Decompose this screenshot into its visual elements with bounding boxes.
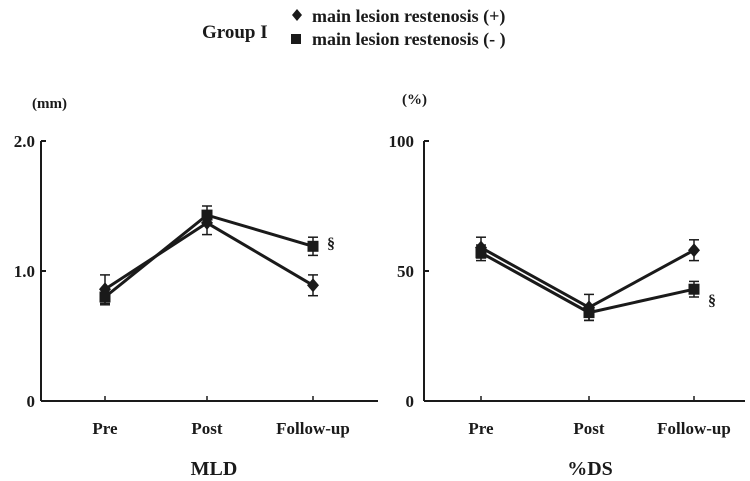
legend-series-1-label: main lesion restenosis (+): [312, 6, 505, 27]
y-tick-label: 2.0: [14, 132, 35, 151]
significance-marker: §: [708, 293, 716, 310]
unit-label: (%): [402, 92, 427, 108]
y-tick-label: 50: [397, 262, 414, 281]
data-point-square: [688, 283, 700, 295]
chart-ds: 0 50 100 Pre Post Follow-up (%) %DS §: [389, 92, 745, 480]
x-tick-label: Post: [191, 419, 223, 438]
data-point-diamond: [307, 278, 319, 293]
x-tick-label: Pre: [92, 419, 118, 438]
y-tick-label: 100: [389, 132, 415, 151]
data-point-square: [201, 209, 213, 221]
data-point-square: [307, 240, 319, 252]
legend-diamond-marker: [292, 9, 302, 21]
data-point-square: [475, 247, 487, 259]
x-tick-label: Post: [573, 419, 605, 438]
significance-marker: §: [327, 235, 335, 252]
chart-mld: 0 1.0 2.0 Pre Post Follow-up (mm) MLD §: [14, 96, 378, 480]
legend-series-2-label: main lesion restenosis (- ): [312, 29, 506, 50]
chart-title: MLD: [191, 458, 238, 480]
legend-square-marker: [291, 34, 301, 44]
legend-group-label: Group I: [202, 22, 268, 43]
data-point-square: [99, 291, 111, 303]
unit-label: (mm): [32, 96, 67, 112]
x-tick-label: Follow-up: [276, 419, 350, 438]
chart-title: %DS: [567, 458, 613, 480]
y-tick-label: 0: [27, 392, 36, 411]
legend: Group I main lesion restenosis (+) main …: [202, 6, 506, 50]
y-tick-label: 0: [406, 392, 415, 411]
x-tick-label: Follow-up: [657, 419, 731, 438]
series-line-1: [104, 221, 314, 291]
data-point-square: [583, 307, 595, 319]
data-point-diamond: [688, 243, 700, 258]
x-tick-label: Pre: [468, 419, 494, 438]
y-tick-label: 1.0: [14, 262, 35, 281]
series-line-1: [480, 246, 695, 310]
